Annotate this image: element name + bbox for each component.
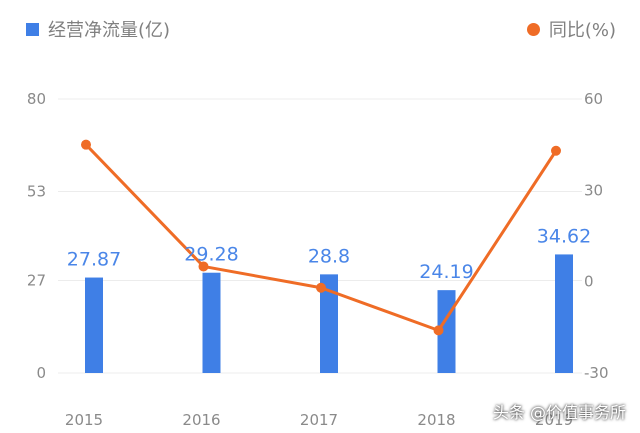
- legend-bar-swatch: [26, 22, 39, 36]
- y-right-tick-label: 60: [584, 90, 603, 108]
- bar: [85, 277, 103, 373]
- y-right-tick-label: 30: [584, 181, 603, 199]
- bar-value-label: 27.87: [67, 249, 121, 271]
- line-point: [551, 145, 561, 156]
- x-tick-label: 2016: [182, 411, 220, 429]
- y-left-tick-label: 27: [27, 272, 46, 290]
- bar-value-label: 29.28: [184, 244, 238, 266]
- bar-value-label: 24.19: [419, 261, 473, 283]
- watermark: 头条 @价值事务所: [492, 403, 626, 422]
- bar: [320, 274, 338, 373]
- y-left-tick-label: 0: [36, 364, 46, 382]
- line-point: [316, 282, 326, 293]
- legend-line-swatch: [526, 22, 540, 36]
- x-tick-label: 2015: [65, 411, 103, 429]
- legend-line-item: 同比(%): [526, 16, 616, 42]
- legend-bar-item: 经营净流量(亿): [26, 16, 170, 42]
- line-point: [198, 261, 209, 272]
- y-left-tick-label: 80: [27, 90, 46, 108]
- bar: [555, 254, 573, 373]
- x-tick-label: 2017: [300, 411, 338, 429]
- y-left-tick-label: 53: [27, 182, 46, 200]
- legend-line-label: 同比(%): [548, 20, 616, 41]
- y-right-tick-label: -30: [584, 364, 609, 382]
- bar-value-label: 28.8: [308, 245, 350, 267]
- line-point: [433, 325, 444, 336]
- y-right-tick-label: 0: [584, 273, 594, 291]
- x-tick-label: 2019: [535, 411, 573, 429]
- bar-value-label: 34.62: [537, 225, 591, 247]
- x-tick-label: 2018: [417, 411, 455, 429]
- legend-bar-label: 经营净流量(亿): [48, 20, 171, 41]
- line-point: [81, 139, 91, 150]
- bar: [202, 272, 221, 373]
